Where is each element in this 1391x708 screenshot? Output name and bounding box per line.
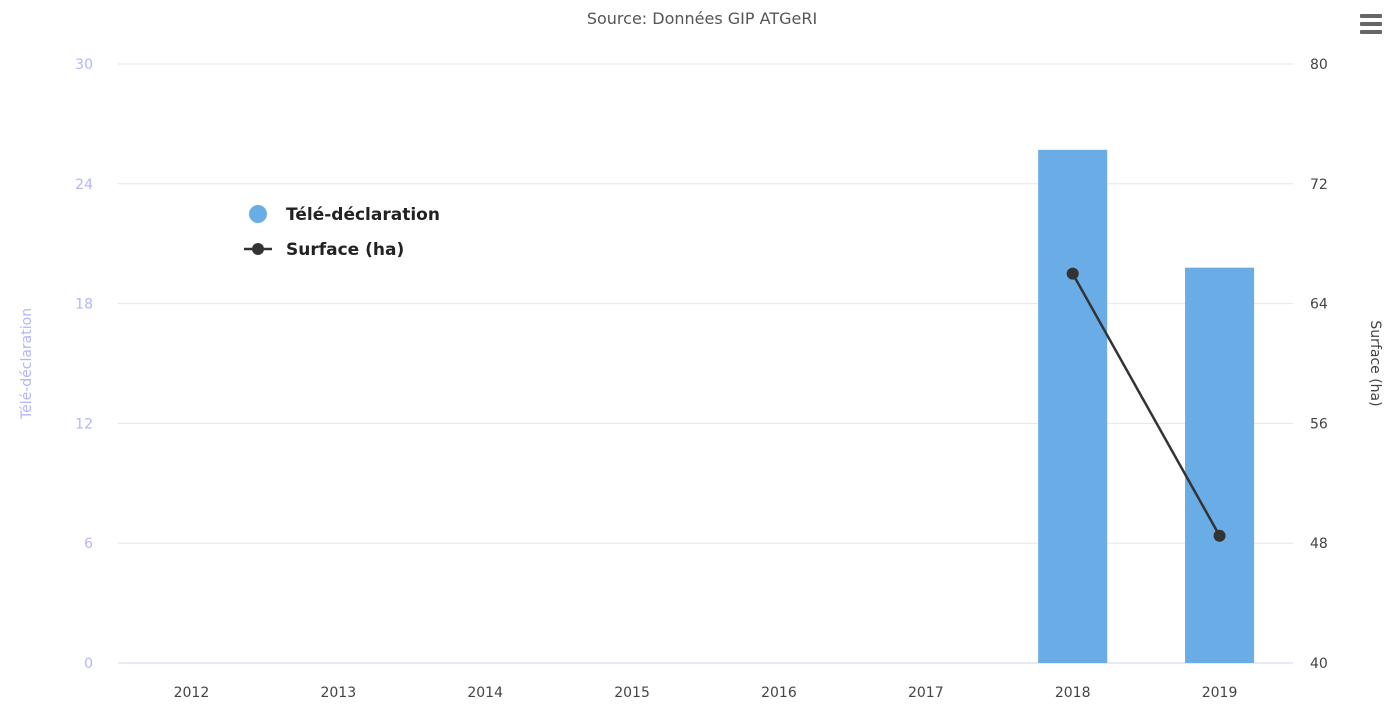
legend-label: Surface (ha) [286,240,404,260]
right-axis-tick-label: 80 [1310,57,1328,73]
left-axis-tick-label: 24 [75,177,93,193]
left-axis-tick-label: 6 [84,536,93,552]
bar-2019 [1185,267,1255,663]
bar-series [1038,149,1255,663]
left-axis-title: Télé-déclaration [19,308,35,420]
right-axis-tick-label: 72 [1310,177,1328,193]
left-axis-tick-label: 18 [75,297,93,313]
surface-line [1071,273,1221,537]
x-axis-tick-label: 2013 [320,685,356,701]
x-axis-tick-label: 2014 [467,685,503,701]
x-axis-tick-label: 2015 [614,685,650,701]
x-axis-tick-label: 2016 [761,685,797,701]
x-axis-tick-label: 2012 [174,685,210,701]
left-axis-tick-label: 30 [75,57,93,73]
left-axis-tick-label: 0 [84,656,93,672]
legend[interactable]: Télé-déclaration Surface (ha) [244,205,440,260]
legend-item-tele-declaration[interactable]: Télé-déclaration [249,205,440,225]
point-2018 [1066,267,1079,280]
right-axis-tick-label: 64 [1310,297,1328,313]
right-axis-tick-label: 40 [1310,656,1328,672]
hamburger-menu-icon[interactable] [1358,12,1384,36]
grid-lines [118,63,1293,664]
right-axis-tick-label: 48 [1310,536,1328,552]
right-axis-tick-label: 56 [1310,416,1328,432]
legend-label: Télé-déclaration [286,205,440,225]
line-series [1066,267,1226,542]
x-axis-tick-label: 2018 [1055,685,1091,701]
chart-subtitle: Source: Données GIP ATGeRI [587,9,817,28]
axes: 0 6 12 18 24 30 40 48 56 64 72 80 2012 2013 2014 2015 20… [19,57,1383,701]
legend-symbol-marker [252,243,264,255]
legend-item-surface[interactable]: Surface (ha) [244,240,404,260]
bar-2018 [1038,149,1108,663]
x-axis-tick-label: 2017 [908,685,944,701]
right-axis-title: Surface (ha) [1367,320,1383,406]
left-axis-tick-label: 12 [75,416,93,432]
point-2019 [1213,529,1226,542]
legend-symbol-bar [249,205,267,223]
x-axis-tick-label: 2019 [1202,685,1238,701]
